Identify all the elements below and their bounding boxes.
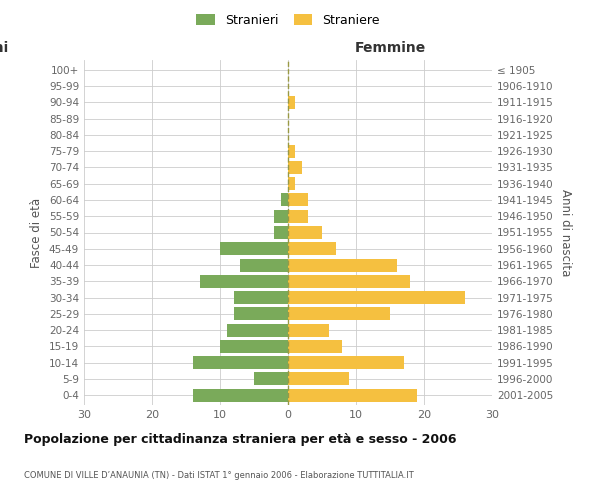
Bar (288, 258, 397, 272)
Bar (193, 388, 288, 402)
Text: Maschi: Maschi (0, 41, 9, 55)
Bar (288, 144, 295, 158)
Bar (288, 340, 343, 353)
Y-axis label: Anni di nascita: Anni di nascita (559, 189, 572, 276)
Legend: Stranieri, Straniere: Stranieri, Straniere (191, 8, 385, 32)
Bar (193, 356, 288, 369)
Bar (288, 96, 295, 109)
Text: Popolazione per cittadinanza straniera per età e sesso - 2006: Popolazione per cittadinanza straniera p… (24, 432, 457, 446)
Bar (288, 275, 410, 288)
Bar (288, 210, 308, 222)
Bar (288, 291, 465, 304)
Bar (274, 226, 288, 239)
Bar (288, 356, 404, 369)
Text: Femmine: Femmine (355, 41, 425, 55)
Bar (288, 372, 349, 386)
Bar (241, 258, 288, 272)
Bar (288, 161, 302, 174)
Bar (254, 372, 288, 386)
Bar (274, 210, 288, 222)
Bar (233, 291, 288, 304)
Bar (220, 242, 288, 256)
Bar (288, 194, 308, 206)
Bar (288, 242, 335, 256)
Bar (233, 308, 288, 320)
Bar (281, 194, 288, 206)
Bar (220, 340, 288, 353)
Bar (200, 275, 288, 288)
Bar (227, 324, 288, 336)
Bar (288, 226, 322, 239)
Bar (288, 388, 417, 402)
Text: COMUNE DI VILLE D’ANAUNIA (TN) - Dati ISTAT 1° gennaio 2006 - Elaborazione TUTTI: COMUNE DI VILLE D’ANAUNIA (TN) - Dati IS… (24, 470, 414, 480)
Bar (288, 308, 390, 320)
Bar (288, 324, 329, 336)
Y-axis label: Fasce di età: Fasce di età (31, 198, 43, 268)
Bar (288, 177, 295, 190)
